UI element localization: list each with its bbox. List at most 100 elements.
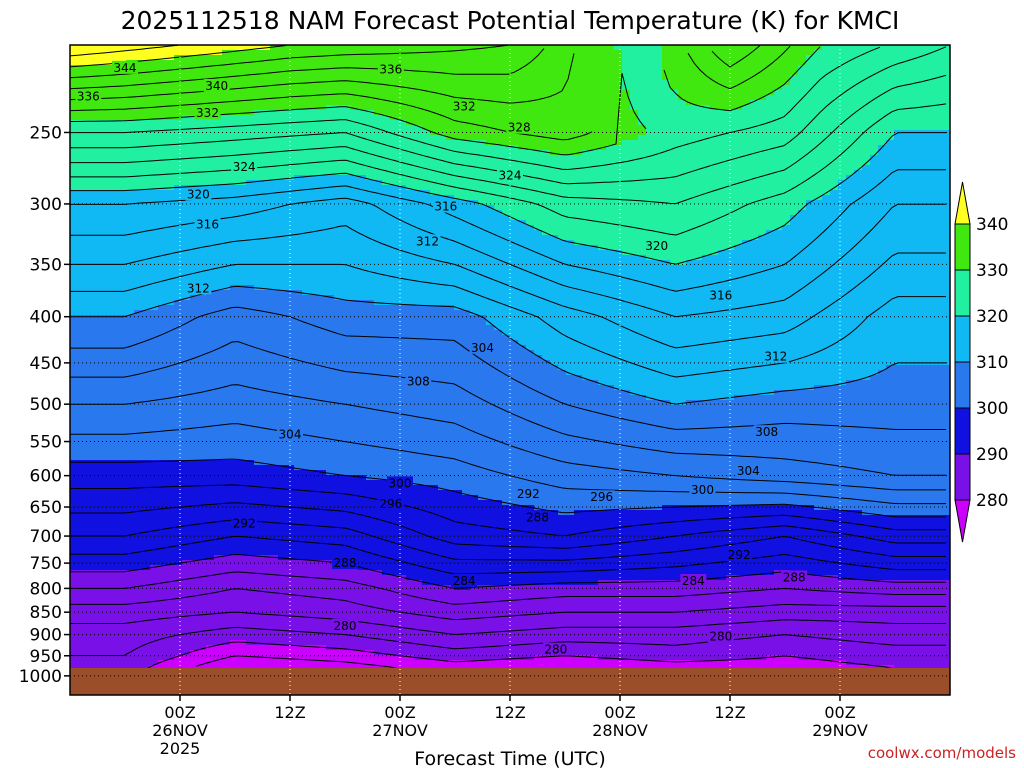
- theta-cell: [254, 435, 263, 441]
- theta-cell: [78, 430, 87, 436]
- theta-cell: [182, 460, 191, 466]
- theta-cell: [374, 195, 383, 201]
- theta-cell: [310, 410, 319, 416]
- theta-cell: [94, 250, 103, 256]
- theta-cell: [294, 270, 303, 276]
- theta-cell: [134, 435, 143, 441]
- theta-cell: [118, 665, 127, 671]
- theta-cell: [334, 250, 343, 256]
- theta-cell: [254, 190, 263, 196]
- theta-cell: [326, 425, 335, 431]
- theta-cell: [198, 375, 207, 381]
- theta-cell: [294, 230, 303, 236]
- theta-cell: [262, 610, 271, 616]
- theta-cell: [166, 665, 175, 671]
- theta-cell: [342, 650, 351, 656]
- theta-cell: [326, 600, 335, 606]
- theta-cell: [158, 350, 167, 356]
- theta-cell: [350, 655, 359, 661]
- theta-cell: [246, 70, 255, 76]
- theta-cell: [246, 390, 255, 396]
- theta-cell: [342, 200, 351, 206]
- theta-cell: [118, 225, 127, 231]
- theta-cell: [358, 115, 367, 121]
- theta-cell: [86, 75, 95, 81]
- theta-cell: [246, 315, 255, 321]
- theta-cell: [262, 650, 271, 656]
- theta-cell: [318, 80, 327, 86]
- theta-cell: [254, 140, 263, 146]
- theta-cell: [110, 200, 119, 206]
- theta-cell: [110, 455, 119, 461]
- theta-cell: [230, 485, 239, 491]
- theta-cell: [142, 455, 151, 461]
- theta-cell: [94, 315, 103, 321]
- theta-cell: [94, 400, 103, 406]
- theta-cell: [158, 485, 167, 491]
- theta-cell: [318, 315, 327, 321]
- theta-cell: [262, 250, 271, 256]
- theta-cell: [262, 350, 271, 356]
- theta-cell: [358, 510, 367, 516]
- theta-cell: [118, 305, 127, 311]
- theta-cell: [166, 350, 175, 356]
- theta-cell: [294, 150, 303, 156]
- theta-cell: [318, 545, 327, 551]
- theta-cell: [174, 265, 183, 271]
- theta-cell: [142, 400, 151, 406]
- theta-cell: [310, 365, 319, 371]
- theta-cell: [310, 245, 319, 251]
- theta-cell: [190, 85, 199, 91]
- theta-cell: [70, 245, 79, 251]
- theta-cell: [230, 45, 239, 51]
- theta-cell: [198, 595, 207, 601]
- theta-cell: [118, 195, 127, 201]
- theta-cell: [366, 385, 375, 391]
- theta-cell: [238, 460, 247, 466]
- theta-cell: [198, 255, 207, 261]
- theta-cell: [150, 240, 159, 246]
- theta-cell: [190, 535, 199, 541]
- theta-cell: [238, 620, 247, 626]
- theta-cell: [246, 330, 255, 336]
- theta-cell: [366, 170, 375, 176]
- theta-cell: [102, 665, 111, 671]
- theta-cell: [182, 145, 191, 151]
- theta-cell: [94, 125, 103, 131]
- theta-cell: [230, 235, 239, 241]
- theta-cell: [270, 260, 279, 266]
- theta-cell: [102, 140, 111, 146]
- theta-cell: [342, 50, 351, 56]
- theta-cell: [166, 600, 175, 606]
- theta-cell: [318, 320, 327, 326]
- theta-cell: [110, 400, 119, 406]
- theta-cell: [102, 220, 111, 226]
- theta-cell: [334, 615, 343, 621]
- theta-cell: [174, 445, 183, 451]
- theta-cell: [78, 550, 87, 556]
- theta-cell: [222, 395, 231, 401]
- theta-cell: [214, 410, 223, 416]
- theta-cell: [102, 655, 111, 661]
- theta-cell: [158, 420, 167, 426]
- theta-cell: [334, 205, 343, 211]
- theta-cell: [366, 365, 375, 371]
- theta-cell: [342, 500, 351, 506]
- theta-cell: [342, 290, 351, 296]
- theta-cell: [334, 550, 343, 556]
- theta-cell: [374, 305, 383, 311]
- theta-cell: [318, 510, 327, 516]
- theta-cell: [198, 85, 207, 91]
- theta-cell: [254, 120, 263, 126]
- theta-cell: [238, 400, 247, 406]
- theta-cell: [334, 280, 343, 286]
- theta-cell: [118, 480, 127, 486]
- theta-cell: [222, 565, 231, 571]
- theta-cell: [158, 205, 167, 211]
- theta-cell: [222, 380, 231, 386]
- theta-cell: [214, 175, 223, 181]
- theta-cell: [182, 265, 191, 271]
- theta-cell: [254, 335, 263, 341]
- theta-cell: [134, 575, 143, 581]
- theta-cell: [214, 485, 223, 491]
